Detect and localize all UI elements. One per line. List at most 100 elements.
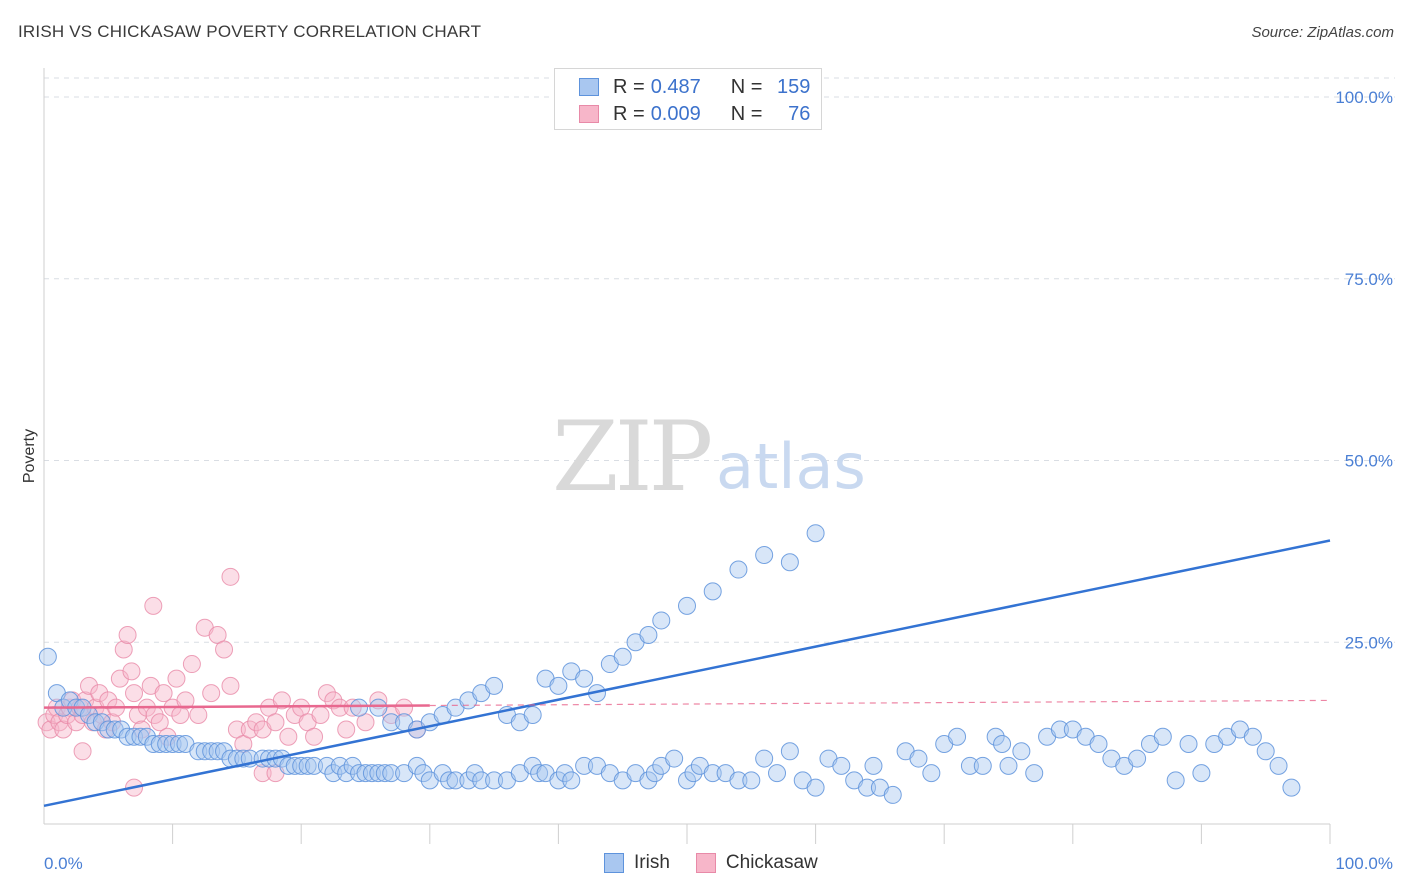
irish-point: [150, 735, 169, 754]
watermark: ZIP atlas: [552, 401, 866, 513]
irish-swatch: [579, 78, 599, 96]
irish-point: [157, 735, 176, 754]
chickasaw-point: [144, 596, 163, 615]
irish-point: [864, 756, 883, 775]
irish-point: [195, 742, 214, 761]
irish-point: [755, 749, 774, 768]
irish-point: [909, 749, 928, 768]
chickasaw-point: [221, 676, 240, 695]
irish-point: [613, 647, 632, 666]
irish-point: [382, 713, 401, 732]
irish-point: [922, 764, 941, 783]
irish-point: [285, 756, 304, 775]
r-label: R =: [613, 102, 645, 125]
irish-point: [780, 553, 799, 572]
chickasaw-point: [110, 669, 129, 688]
irish-point: [1282, 778, 1301, 797]
y-tick-label: 50.0%: [1345, 452, 1393, 471]
chickasaw-point: [215, 640, 234, 659]
irish-point: [1128, 749, 1147, 768]
chickasaw-point: [311, 705, 330, 724]
chickasaw-point: [330, 698, 349, 717]
irish-point: [292, 756, 311, 775]
y-tick-label: 25.0%: [1345, 633, 1393, 652]
chickasaw-point: [122, 662, 141, 681]
irish-point: [337, 764, 356, 783]
y-tick-label: 75.0%: [1345, 270, 1393, 289]
chickasaw-trend-line: [43, 704, 430, 709]
chickasaw-point: [125, 684, 144, 703]
r-label: R =: [613, 75, 645, 98]
irish-point: [472, 771, 491, 790]
irish-point: [948, 727, 967, 746]
irish-legend-label: Irish: [634, 852, 670, 873]
chickasaw-legend-label: Chickasaw: [725, 852, 818, 873]
chickasaw-swatch: [579, 105, 599, 123]
irish-point: [684, 764, 703, 783]
trend-lines: [43, 539, 1331, 808]
irish-point: [118, 727, 137, 746]
chickasaw-point: [272, 691, 291, 710]
irish-point: [1166, 771, 1185, 790]
irish-point: [440, 771, 459, 790]
chickasaw-point: [90, 684, 109, 703]
irish-point: [806, 778, 825, 797]
chickasaw-point: [266, 713, 285, 732]
chickasaw-point: [324, 691, 343, 710]
irish-point: [163, 735, 182, 754]
irish-point: [575, 669, 594, 688]
irish-point: [575, 756, 594, 775]
chickasaw-point: [221, 567, 240, 586]
irish-point: [414, 764, 433, 783]
irish-point: [645, 764, 664, 783]
chickasaw-point: [80, 676, 99, 695]
chickasaw-trend-extension: [429, 699, 1331, 707]
irish-point: [729, 771, 748, 790]
irish-point: [652, 611, 671, 630]
irish-point: [1192, 764, 1211, 783]
irish-point: [832, 756, 851, 775]
irish-point: [780, 742, 799, 761]
chickasaw-r-value: 0.009: [650, 102, 701, 125]
chickasaw-point: [189, 705, 208, 724]
irish-point: [170, 735, 189, 754]
irish-point: [298, 756, 317, 775]
irish-point: [986, 727, 1005, 746]
irish-point: [530, 764, 549, 783]
irish-point: [485, 771, 504, 790]
irish-point: [1012, 742, 1031, 761]
irish-point: [1089, 735, 1108, 754]
irish-point: [960, 756, 979, 775]
legend-stats: R = 0.487 N = 159 R = 0.009 N = 76: [554, 68, 822, 130]
irish-point: [369, 764, 388, 783]
irish-point: [459, 771, 478, 790]
irish-point: [202, 742, 221, 761]
irish-point: [768, 764, 787, 783]
chickasaw-point: [337, 720, 356, 739]
irish-r-value: 0.487: [650, 75, 701, 98]
irish-point: [555, 764, 574, 783]
irish-point: [279, 756, 298, 775]
irish-point: [350, 698, 369, 717]
watermark-atlas: atlas: [716, 430, 866, 503]
irish-point: [99, 720, 118, 739]
irish-point: [375, 764, 394, 783]
irish-point: [356, 764, 375, 783]
irish-point: [665, 749, 684, 768]
irish-points: [38, 524, 1301, 804]
chickasaw-point: [247, 713, 266, 732]
irish-point: [1243, 727, 1262, 746]
irish-point: [678, 596, 696, 615]
chart-title: IRISH VS CHICKASAW POVERTY CORRELATION C…: [18, 22, 482, 41]
irish-point: [407, 756, 426, 775]
irish-point: [703, 764, 722, 783]
legend-series: Irish Chickasaw: [604, 852, 844, 874]
source-note: Source: ZipAtlas.com: [1251, 24, 1394, 41]
chickasaw-point: [41, 720, 60, 739]
chickasaw-point: [154, 684, 173, 703]
irish-point: [729, 560, 748, 579]
chickasaw-n-value: 76: [788, 102, 811, 125]
watermark-zip: ZIP: [552, 401, 711, 513]
n-label: N =: [730, 102, 763, 125]
